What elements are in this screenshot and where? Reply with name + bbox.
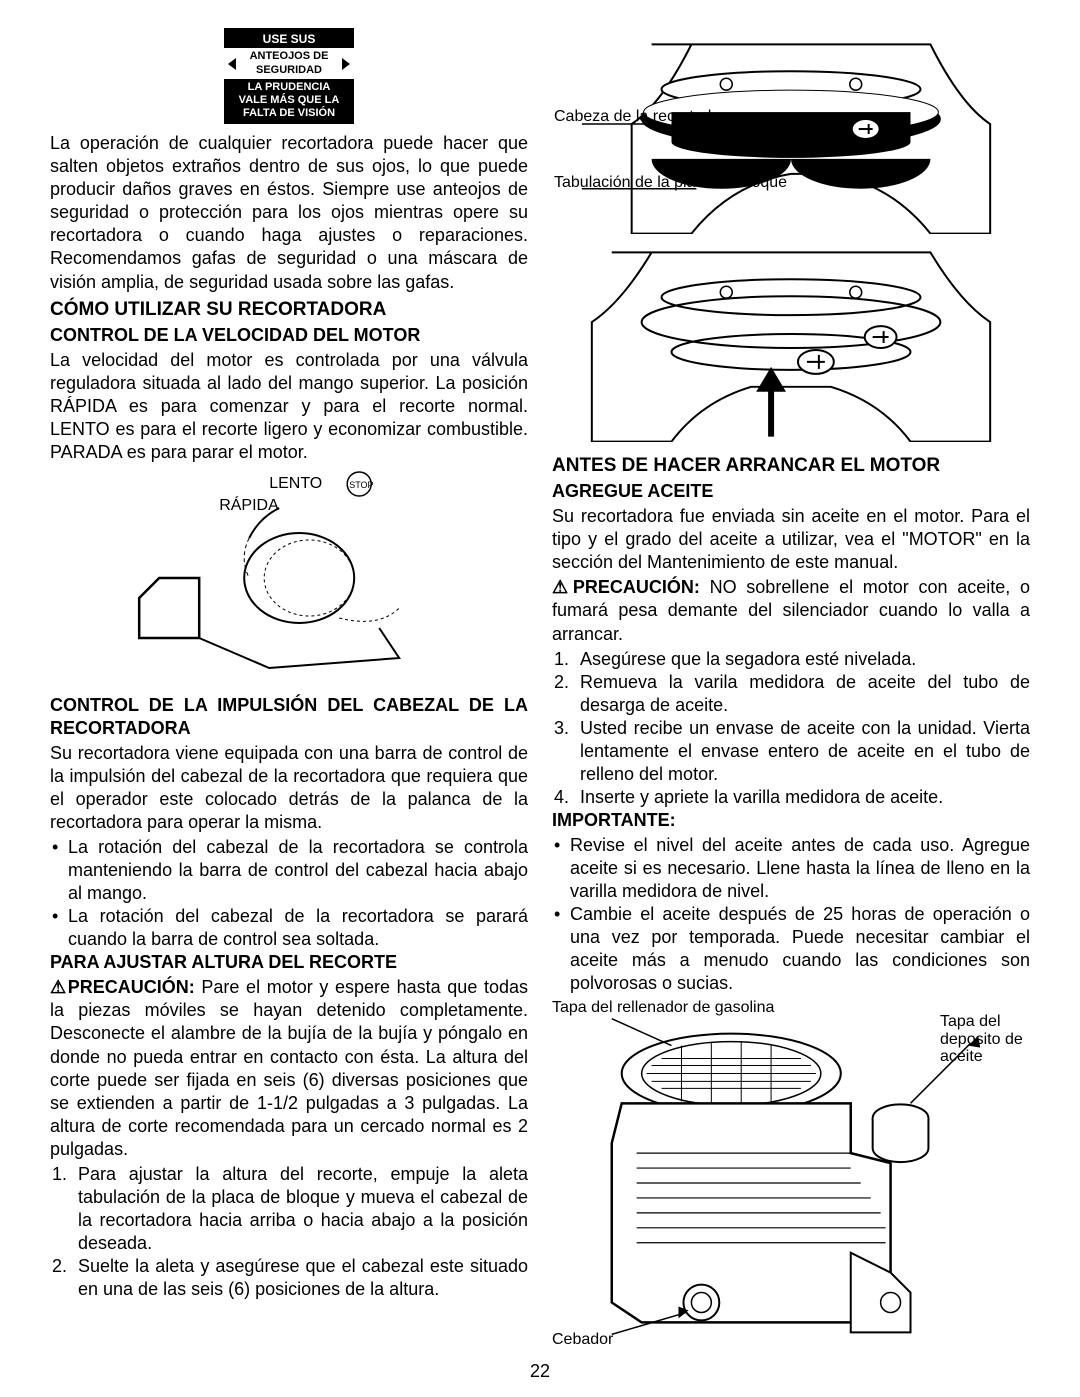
sign-bot: LA PRUDENCIA VALE MÁS QUE LA FALTA DE VI… [224, 79, 354, 125]
intro-paragraph: La operación de cualquier recortadora pu… [50, 132, 528, 293]
height-warn-text: Pare el motor y espere hasta que todas l… [50, 977, 528, 1158]
drive-paragraph: Su recortadora viene equipada con una ba… [50, 742, 528, 834]
drive-bullet-1: La rotación del cabezal de la recortador… [50, 836, 528, 905]
sign-mid-2: SEGURIDAD [256, 64, 322, 76]
label-primer: Cebador [552, 1331, 613, 1349]
head-diagram-2 [552, 242, 1030, 442]
height-step-2: Suelte la aleta y asegúrese que el cabez… [50, 1255, 528, 1301]
label-rapida: RÁPIDA [219, 495, 279, 514]
height-warning: ⚠PRECAUCIÓN: Pare el motor y espere hast… [50, 976, 528, 1160]
left-column: USE SUS ANTEOJOS DE SEGURIDAD LA PRUDENC… [50, 28, 528, 1369]
warning-icon: ⚠ [552, 577, 573, 597]
sign-bot-1: LA PRUDENCIA [248, 81, 331, 93]
sign-mid: ANTEOJOS DE SEGURIDAD [224, 48, 354, 78]
head-diagram-1: Cabeza de la recortadora Tabulación de l… [552, 34, 1030, 234]
important-bullet-2: Cambie el aceite después de 25 horas de … [552, 903, 1030, 995]
heading-height-adjust: PARA AJUSTAR ALTURA DEL RECORTE [50, 951, 528, 974]
oil-steps: Asegúrese que la segadora esté nivelada.… [552, 648, 1030, 809]
label-fuel-cap: Tapa del rellenador de gasolina [552, 999, 774, 1017]
label-lock-tab: Tabulación de la placa de bloque [554, 174, 787, 192]
oil-warn-label: PRECAUCIÓN: [573, 577, 700, 597]
height-steps: Para ajustar la altura del recorte, empu… [50, 1163, 528, 1301]
throttle-diagram: LENTO RÁPIDA STOP [98, 468, 480, 688]
important-bullets: Revise el nivel del aceite antes de cada… [552, 834, 1030, 995]
oil-paragraph: Su recortadora fue enviada sin aceite en… [552, 505, 1030, 574]
sign-top: USE SUS [224, 28, 354, 48]
label-stop: STOP [349, 480, 373, 490]
oil-step-1: Asegúrese que la segadora esté nivelada. [552, 648, 1030, 671]
sign-bot-3: FALTA DE VISIÓN [243, 107, 335, 119]
important-label: IMPORTANTE: [552, 809, 1030, 832]
height-step-1: Para ajustar la altura del recorte, empu… [50, 1163, 528, 1255]
heading-drive-control: CONTROL DE LA IMPULSIÓN DEL CABEZAL DE L… [50, 694, 528, 740]
important-bullet-1: Revise el nivel del aceite antes de cada… [552, 834, 1030, 903]
page-number: 22 [530, 1360, 550, 1383]
oil-step-3: Usted recibe un envase de aceite con la … [552, 717, 1030, 786]
engine-diagram: Tapa del rellenador de gasolina Tapa del… [552, 1003, 1030, 1363]
drive-bullet-2: La rotación del cabezal de la recortador… [50, 905, 528, 951]
oil-step-4: Inserte y apriete la varilla medidora de… [552, 786, 1030, 809]
sign-bot-2: VALE MÁS QUE LA [239, 94, 340, 106]
label-trimmer-head: Cabeza de la recortadora [554, 108, 735, 126]
right-column: Cabeza de la recortadora Tabulación de l… [552, 28, 1030, 1369]
oil-step-2: Remueva la varila medidora de aceite del… [552, 671, 1030, 717]
drive-bullets: La rotación del cabezal de la recortador… [50, 836, 528, 951]
heading-before-start: ANTES DE HACER ARRANCAR EL MOTOR [552, 454, 1030, 478]
sign-mid-1: ANTEOJOS DE [250, 50, 329, 62]
heading-speed-control: CONTROL DE LA VELOCIDAD DEL MOTOR [50, 324, 528, 347]
warning-icon: ⚠ [50, 977, 68, 997]
speed-paragraph: La velocidad del motor es controlada por… [50, 349, 528, 464]
safety-sign: USE SUS ANTEOJOS DE SEGURIDAD LA PRUDENC… [224, 28, 354, 124]
height-warn-label: PRECAUCIÓN: [68, 977, 195, 997]
label-oil-cap: Tapa del deposito de aceite [940, 1013, 1030, 1066]
heading-add-oil: AGREGUE ACEITE [552, 480, 1030, 503]
oil-warning: ⚠PRECAUCIÓN: NO sobrellene el motor con … [552, 576, 1030, 645]
label-lento: LENTO [269, 475, 322, 492]
heading-how-to-use: CÓMO UTILIZAR SU RECORTADORA [50, 298, 528, 322]
